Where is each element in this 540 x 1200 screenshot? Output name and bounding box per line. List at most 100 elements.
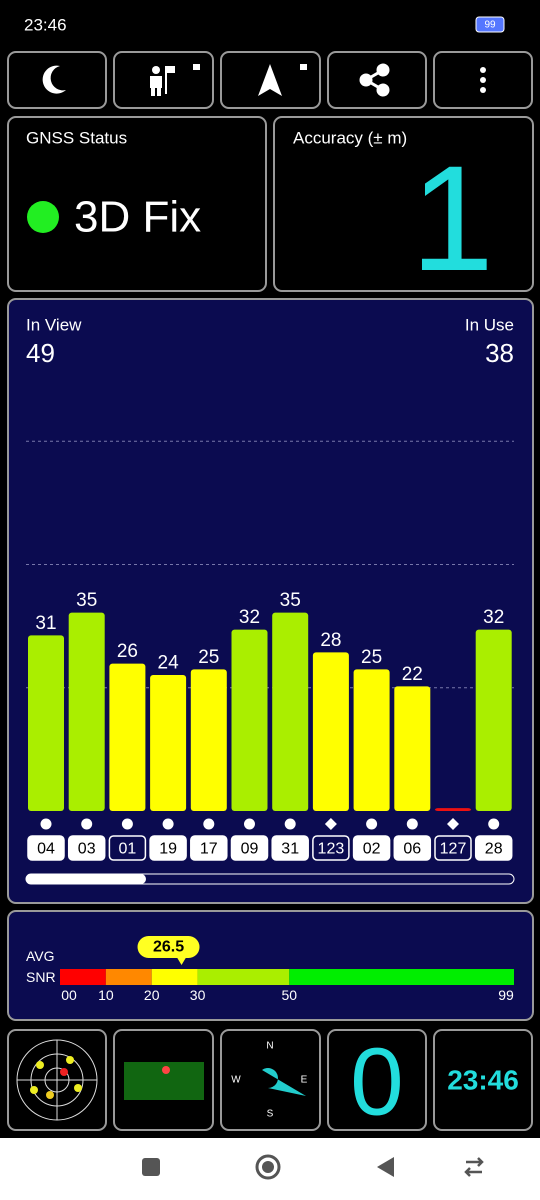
compass-n: N: [266, 1041, 273, 1052]
recents-button[interactable]: [142, 1158, 160, 1176]
satellite-marker: [488, 818, 500, 830]
radar-dots: [30, 1056, 82, 1099]
value-label: 35: [280, 590, 301, 611]
value-label: 32: [483, 607, 504, 628]
prn-label: 01: [119, 841, 137, 858]
snr-chart: 31 04 35 03 26 01 24 19 25 17 32 09 35 31 28 123 25 02 22 0…: [26, 440, 514, 861]
snr-tick-label: 10: [98, 987, 114, 1003]
bar: [190, 669, 227, 811]
prn-box: [230, 835, 269, 861]
prn-box: [67, 835, 106, 861]
battery-icon: [475, 16, 505, 33]
clock-tile[interactable]: [433, 1029, 533, 1131]
prn-box: [312, 835, 350, 861]
prn-box: [190, 835, 228, 861]
satellite-marker: [406, 818, 418, 830]
value-label: 22: [402, 664, 423, 685]
fix-value: 3D Fix: [74, 193, 201, 242]
share-location-button[interactable]: [113, 51, 214, 109]
bar: [150, 675, 187, 811]
back-button[interactable]: [377, 1157, 394, 1177]
moon-icon: [42, 65, 66, 94]
value-label: 35: [76, 590, 97, 611]
gnss-status-title: GNSS Status: [26, 129, 127, 148]
arrow-icon: [258, 64, 282, 96]
bar: [435, 808, 471, 811]
satellite-marker: [81, 818, 93, 830]
prn-box: [149, 835, 187, 861]
speed-value: 0: [350, 1029, 403, 1136]
prn-box: [352, 835, 391, 861]
snr-scale: 00 10 20 30 50 99 26.5: [60, 936, 514, 1003]
location-dot: [162, 1066, 170, 1074]
bar: [353, 669, 390, 811]
rotate-button[interactable]: [464, 1157, 484, 1177]
snr-tick-label: 30: [190, 987, 206, 1003]
accuracy-value: 1: [411, 134, 494, 302]
snr-tick-label: 20: [144, 987, 160, 1003]
snr-segment: [289, 969, 514, 985]
home-dot: [262, 1161, 274, 1173]
kebab-icon: [480, 67, 486, 93]
radar-icon: [16, 1039, 98, 1121]
bar: [231, 629, 268, 811]
prn-label: 02: [363, 841, 381, 858]
lock-icon: [300, 64, 307, 70]
avg-value: 26.5: [153, 939, 184, 956]
value-label: 26: [117, 641, 138, 662]
bar: [109, 663, 146, 811]
compass-tile[interactable]: [220, 1029, 321, 1131]
snr-segment: [197, 969, 290, 985]
value-label: 31: [35, 613, 56, 634]
clock-value: 23:46: [447, 1065, 519, 1096]
status-time: 23:46: [24, 16, 67, 35]
in-view-value: 49: [26, 338, 55, 368]
satellite-marker: [203, 818, 215, 830]
prn-box: [393, 835, 432, 861]
prn-label: 19: [159, 841, 177, 858]
snr-segment: [105, 969, 152, 985]
prn-label: 123: [318, 841, 345, 858]
scrollbar-thumb[interactable]: [26, 874, 146, 884]
satellite-marker: [162, 818, 174, 830]
prn-label: 06: [403, 841, 421, 858]
avg-bubble: [137, 936, 200, 958]
in-view-label: In View: [26, 316, 82, 335]
bar: [68, 612, 105, 811]
in-use-value: 38: [485, 338, 514, 368]
accuracy-tile: [273, 116, 534, 292]
prn-label: 03: [78, 841, 96, 858]
satellite-marker: [284, 818, 296, 830]
snr-tick-label: 50: [282, 987, 298, 1003]
value-label: 25: [198, 647, 219, 668]
night-mode-button[interactable]: [7, 51, 107, 109]
value-label: 24: [158, 653, 180, 674]
bar: [272, 612, 309, 811]
fix-indicator: [27, 201, 59, 233]
value-label: 32: [239, 607, 260, 628]
bar: [394, 686, 431, 811]
person-flag-icon: [150, 64, 200, 96]
satellite-marker: [121, 818, 133, 830]
bar: [28, 635, 64, 811]
prn-box: [474, 835, 513, 861]
snr-label-top: AVG: [26, 948, 55, 964]
share-icon: [359, 63, 390, 97]
speed-tile[interactable]: [327, 1029, 427, 1131]
compass-e: E: [301, 1075, 308, 1086]
home-button[interactable]: [255, 1154, 281, 1180]
snr-tick-label: 99: [498, 987, 514, 1003]
bar: [475, 629, 512, 811]
prn-label: 17: [200, 841, 218, 858]
prn-label: 28: [485, 841, 503, 858]
snr-panel: [7, 910, 534, 1021]
accuracy-title: Accuracy (± m): [293, 129, 407, 148]
snr-tick-label: 00: [61, 987, 77, 1003]
in-use-label: In Use: [465, 316, 514, 335]
bar: [312, 652, 349, 811]
share-button[interactable]: [327, 51, 427, 109]
snr-label-bottom: SNR: [26, 969, 56, 985]
prn-box: [271, 835, 309, 861]
